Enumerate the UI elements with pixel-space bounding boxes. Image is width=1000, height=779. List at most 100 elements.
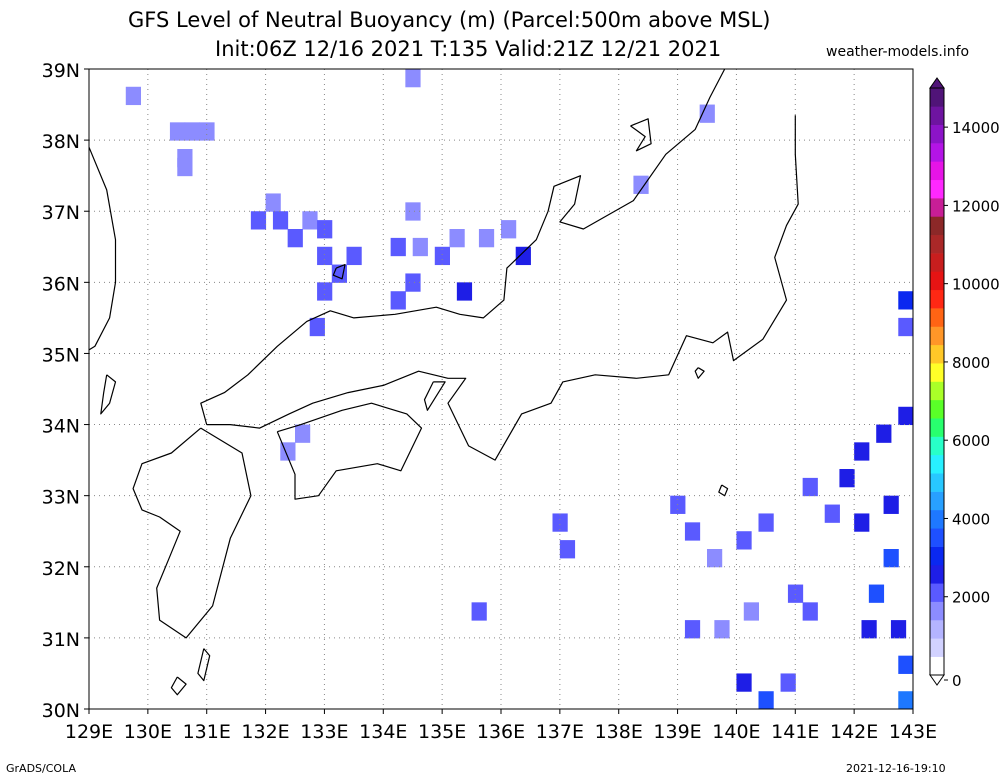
colorbar-segment — [930, 326, 944, 346]
honshu-sea-of-japan-coast — [200, 68, 726, 425]
heatmap-cell — [714, 620, 730, 639]
y-axis: 30N 31N 32N 33N 34N 35N 36N 37N 38N 39N — [42, 60, 89, 722]
colorbar-tick-label: 0 — [952, 672, 962, 690]
x-tick-label: 129E — [65, 721, 113, 743]
x-tick-label: 137E — [536, 721, 584, 743]
colorbar-segment — [930, 179, 944, 199]
heatmap-cell — [390, 291, 406, 310]
colorbar-segment — [930, 528, 944, 547]
chart-subtitle: Init:06Z 12/16 2021 T:135 Valid:21Z 12/2… — [215, 37, 722, 61]
colorbar-tick-label: 14000 — [952, 119, 1000, 137]
heatmap-cell — [471, 602, 487, 621]
heatmap-cell — [802, 602, 818, 621]
tanegashima-island — [197, 648, 211, 682]
heatmap-cell — [559, 540, 576, 559]
colorbar-segment — [930, 619, 944, 639]
heatmap-cell — [250, 211, 267, 230]
colorbar-max-arrow — [929, 77, 945, 89]
heatmap-cell — [177, 157, 193, 177]
heatmap-cell — [684, 620, 701, 639]
grid-lines — [89, 69, 913, 709]
heatmap-cell — [876, 424, 892, 443]
heatmap-cell — [199, 122, 215, 141]
y-tick-label: 35N — [42, 344, 80, 366]
colorbar-segment — [930, 289, 944, 309]
yakushima-island — [170, 676, 187, 696]
korea-east-coast — [88, 146, 117, 351]
heatmap-cell — [868, 584, 885, 603]
oki-islands — [332, 264, 346, 280]
colorbar-segment — [930, 399, 944, 419]
heatmap-cell — [265, 193, 281, 212]
heatmap-cell — [552, 513, 568, 532]
heatmap-cell — [898, 291, 914, 310]
heatmap-cell — [272, 211, 289, 230]
heatmap-cell — [317, 246, 333, 266]
heatmap-cell — [501, 220, 517, 239]
heatmap-cell — [802, 477, 818, 497]
heatmap-cell — [780, 673, 796, 692]
heatmap-cell — [287, 229, 303, 248]
colorbar-segment — [930, 124, 944, 144]
heatmap-cell — [699, 104, 715, 123]
colorbar-segment — [930, 656, 944, 676]
colorbar-segment — [930, 601, 944, 621]
heatmap-cell — [309, 317, 325, 337]
colorbar-segment — [930, 381, 944, 401]
heatmap-cell — [758, 691, 774, 710]
y-tick-label: 33N — [42, 487, 80, 509]
y-tick-label: 30N — [42, 700, 80, 722]
honshu-pacific-coast — [206, 115, 799, 461]
colorbar-frame — [929, 87, 945, 676]
heatmap-cell — [743, 602, 759, 621]
colorbar-segment — [930, 271, 944, 291]
heatmap-cell — [758, 513, 774, 532]
colorbar-tick-label: 6000 — [952, 432, 990, 450]
x-tick-label: 132E — [241, 721, 289, 743]
heatmap-cell — [890, 620, 907, 639]
colorbar-segment — [930, 344, 944, 364]
colorbar-segment — [930, 473, 944, 492]
site-credit: weather-models.info — [826, 44, 970, 60]
heatmap-cell — [405, 202, 421, 221]
coastlines — [88, 68, 799, 696]
x-tick-label: 143E — [889, 721, 937, 743]
x-tick-label: 139E — [653, 721, 701, 743]
colorbar-segment — [930, 638, 944, 657]
x-tick-label: 140E — [712, 721, 760, 743]
colorbar-segment — [930, 308, 944, 327]
heatmap-cell — [405, 69, 421, 88]
x-tick-label: 135E — [418, 721, 466, 743]
awaji-island — [423, 381, 446, 411]
colorbar-tick-label: 12000 — [952, 197, 1000, 215]
x-tick-label: 130E — [124, 721, 172, 743]
heatmap-cell — [898, 655, 914, 674]
x-tick-label: 141E — [771, 721, 819, 743]
heatmap-cell — [449, 229, 465, 248]
colorbar-segment — [930, 161, 944, 181]
heatmap-cell — [302, 211, 318, 230]
heatmap-cell — [787, 584, 804, 603]
heatmap-cell — [898, 406, 914, 426]
kyushu-island — [132, 427, 252, 639]
heatmap-cell — [405, 273, 421, 292]
footer-software: GrADS/COLA — [6, 762, 76, 775]
y-tick-label: 39N — [42, 60, 80, 82]
tsushima-island — [100, 374, 117, 415]
heatmap-cell — [839, 469, 855, 488]
y-tick-label: 37N — [42, 202, 80, 224]
heatmap-cell — [515, 246, 531, 266]
heatmap-cell — [736, 673, 752, 692]
heatmap-cell — [854, 513, 870, 532]
heatmap-cell — [346, 246, 362, 266]
colorbar: 0 2000 4000 6000 8000 10000 12000 14000 — [929, 77, 1000, 690]
x-tick-label: 142E — [830, 721, 878, 743]
x-tick-label: 131E — [183, 721, 231, 743]
heatmap-cell — [883, 495, 899, 514]
chart-title: GFS Level of Neutral Buoyancy (m) (Parce… — [128, 8, 771, 32]
colorbar-segment — [930, 546, 944, 566]
colorbar-segment — [930, 418, 944, 437]
heatmap-cell — [434, 246, 450, 266]
colorbar-segment — [930, 198, 944, 217]
